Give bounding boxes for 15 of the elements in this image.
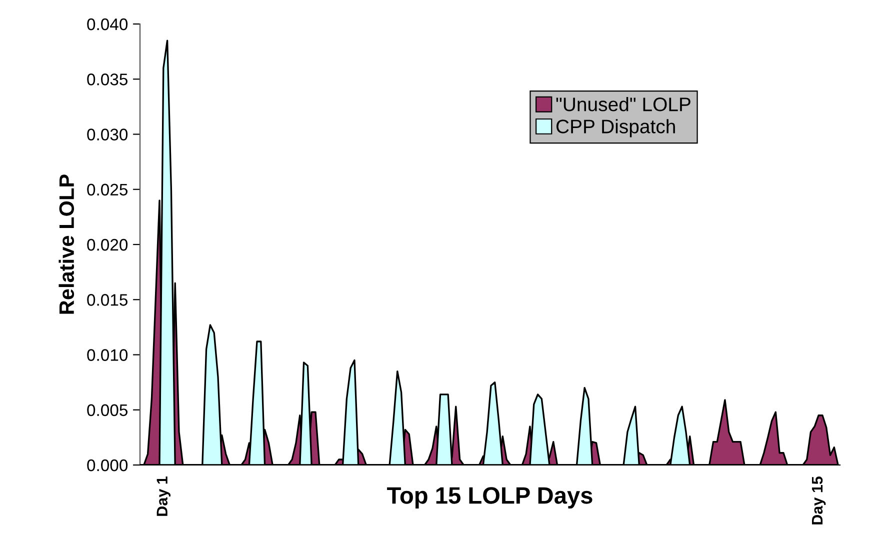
y-tick-label: 0.025 bbox=[87, 184, 128, 196]
y-tick-label: 0.030 bbox=[87, 128, 128, 140]
y-tick-label: 0.035 bbox=[87, 74, 128, 86]
y-tick-label: 0.000 bbox=[87, 459, 128, 472]
y-axis-title: Relative LOLP bbox=[58, 174, 74, 314]
x-tick-label: Day 15 bbox=[812, 476, 826, 524]
y-tick-label: 0.020 bbox=[87, 238, 128, 251]
y-tick-label: 0.040 bbox=[87, 18, 128, 30]
x-tick-label: Day 1 bbox=[156, 476, 171, 516]
y-tick-label: 0.015 bbox=[87, 294, 128, 306]
y-tick-label: 0.005 bbox=[87, 404, 128, 416]
legend-label: "Unused" LOLP bbox=[556, 96, 690, 112]
y-tick-label: 0.010 bbox=[87, 349, 128, 361]
legend-label: CPP Dispatch bbox=[556, 119, 675, 138]
x-axis-title: Top 15 LOLP Days bbox=[387, 487, 592, 508]
